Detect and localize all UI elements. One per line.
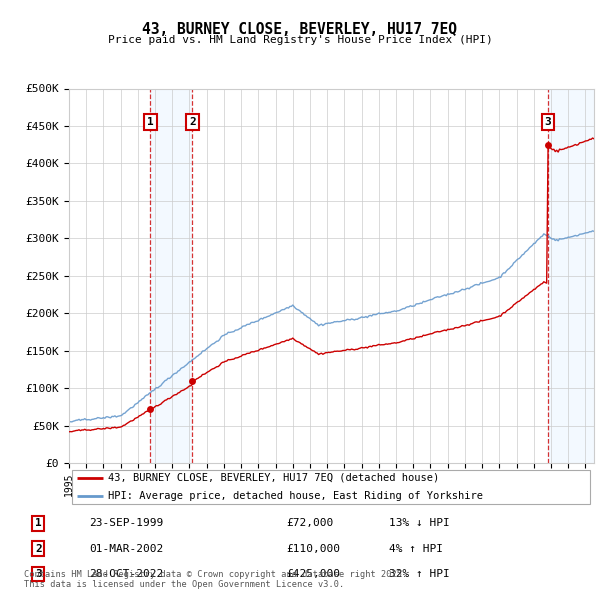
Text: 2: 2 xyxy=(189,117,196,127)
Text: Price paid vs. HM Land Registry's House Price Index (HPI): Price paid vs. HM Land Registry's House … xyxy=(107,35,493,45)
Text: 32% ↑ HPI: 32% ↑ HPI xyxy=(389,569,449,579)
Text: 28-OCT-2022: 28-OCT-2022 xyxy=(89,569,164,579)
FancyBboxPatch shape xyxy=(71,470,590,504)
Text: £110,000: £110,000 xyxy=(286,544,340,553)
Text: 1: 1 xyxy=(147,117,154,127)
Text: Contains HM Land Registry data © Crown copyright and database right 2025.
This d: Contains HM Land Registry data © Crown c… xyxy=(24,570,407,589)
Bar xyxy=(548,88,594,463)
Text: 2: 2 xyxy=(35,544,41,553)
Text: 3: 3 xyxy=(545,117,551,127)
Text: 4% ↑ HPI: 4% ↑ HPI xyxy=(389,544,443,553)
Text: £425,000: £425,000 xyxy=(286,569,340,579)
Bar xyxy=(151,88,193,463)
Text: £72,000: £72,000 xyxy=(286,519,334,529)
Text: 01-MAR-2002: 01-MAR-2002 xyxy=(89,544,164,553)
Text: 43, BURNEY CLOSE, BEVERLEY, HU17 7EQ (detached house): 43, BURNEY CLOSE, BEVERLEY, HU17 7EQ (de… xyxy=(109,473,440,483)
Text: HPI: Average price, detached house, East Riding of Yorkshire: HPI: Average price, detached house, East… xyxy=(109,491,484,502)
Text: 43, BURNEY CLOSE, BEVERLEY, HU17 7EQ: 43, BURNEY CLOSE, BEVERLEY, HU17 7EQ xyxy=(143,22,458,37)
Text: 13% ↓ HPI: 13% ↓ HPI xyxy=(389,519,449,529)
Text: 1: 1 xyxy=(35,519,41,529)
Text: 23-SEP-1999: 23-SEP-1999 xyxy=(89,519,164,529)
Text: 3: 3 xyxy=(35,569,41,579)
